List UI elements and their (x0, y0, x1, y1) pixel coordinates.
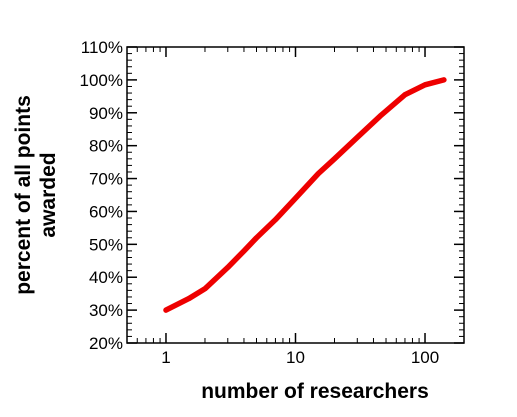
y-axis-title-line2: awarded (37, 152, 60, 237)
x-tick-label: 1 (161, 348, 170, 367)
y-tick-label: 110% (81, 38, 123, 57)
y-tick-label: 80% (89, 137, 123, 156)
major-ticks (127, 46, 464, 344)
y-tick-label: 30% (89, 301, 123, 320)
y-tick-labels: 20% 30% 40% 50% 60% 70% 80% 90% 100% 110% (80, 38, 123, 353)
y-tick-label: 20% (89, 334, 123, 353)
x-tick-label: 10 (286, 348, 305, 367)
series-layer (163, 77, 447, 313)
y-tick-label: 40% (89, 268, 123, 287)
series-line (163, 77, 447, 313)
y-axis-title: percent of all points awarded (12, 95, 60, 295)
y-tick-label: 60% (89, 202, 123, 221)
y-tick-label: 70% (89, 170, 123, 189)
y-axis-title-line1: percent of all points (12, 95, 35, 295)
y-tick-label: 90% (89, 104, 123, 123)
x-axis-title: number of researchers (201, 380, 429, 403)
y-tick-label: 50% (89, 235, 123, 254)
x-tick-labels: 1 10 100 (161, 348, 439, 367)
y-tick-label: 100% (80, 71, 123, 90)
minor-ticks (126, 47, 465, 343)
x-tick-label: 100 (411, 348, 439, 367)
